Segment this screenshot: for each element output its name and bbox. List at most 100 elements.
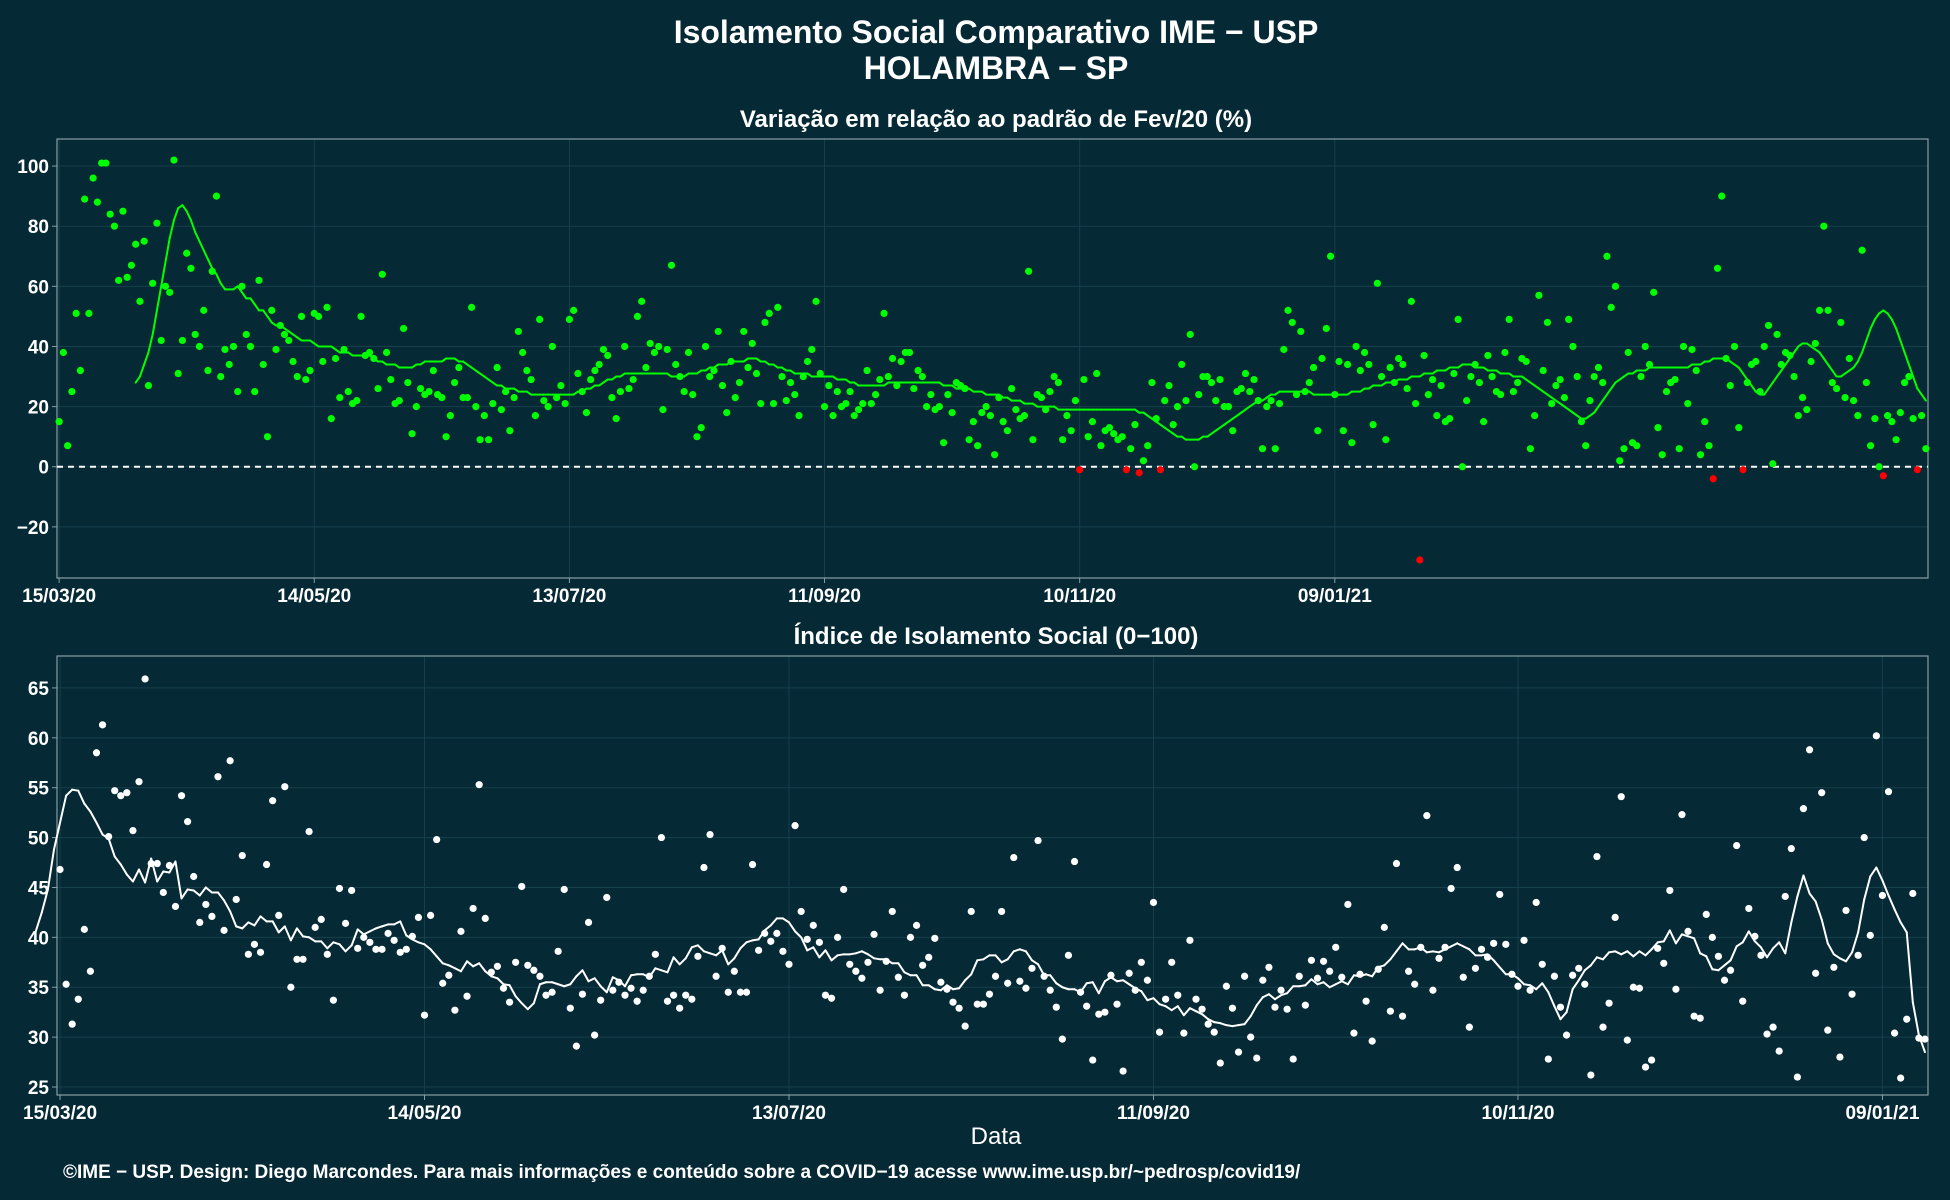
data-point xyxy=(667,261,676,269)
data-point xyxy=(166,288,174,296)
moving-average-segment xyxy=(1861,339,1868,354)
moving-average-segment xyxy=(1334,980,1343,986)
data-point xyxy=(639,986,647,994)
moving-average-segment xyxy=(1638,950,1647,957)
data-point xyxy=(378,945,386,953)
data-point xyxy=(255,276,263,284)
moving-average-segment xyxy=(295,927,305,938)
data-point xyxy=(765,309,773,317)
moving-average-segment xyxy=(660,969,669,974)
moving-average-segment xyxy=(1213,1021,1222,1025)
data-point xyxy=(178,336,187,345)
moving-average-segment xyxy=(763,924,772,932)
panel-border xyxy=(56,655,1929,1096)
moving-average-segment xyxy=(1831,369,1838,378)
moving-average-segment xyxy=(1085,981,1094,985)
data-point xyxy=(1386,1007,1394,1015)
data-point xyxy=(629,375,637,384)
data-point xyxy=(1046,986,1054,994)
data-point xyxy=(493,363,501,372)
data-point xyxy=(514,327,522,336)
data-point xyxy=(463,393,471,402)
moving-average-segment xyxy=(202,249,209,261)
moving-average-segment xyxy=(1237,1023,1246,1027)
x-tick-label: 13/07/20 xyxy=(752,1103,826,1124)
data-point xyxy=(1550,972,1559,980)
data-point xyxy=(655,342,663,351)
data-point xyxy=(1139,457,1148,465)
data-point xyxy=(871,390,880,399)
moving-average-segment xyxy=(502,983,511,987)
moving-average-segment xyxy=(812,946,821,959)
data-point xyxy=(202,900,210,909)
data-point xyxy=(190,872,198,881)
data-point xyxy=(1071,396,1080,405)
moving-average-segment xyxy=(1176,1005,1185,1017)
data-point xyxy=(553,393,561,402)
data-point xyxy=(1216,1059,1224,1067)
data-point xyxy=(1247,1033,1255,1041)
moving-average-segment xyxy=(1431,950,1440,954)
data-point xyxy=(1070,857,1079,866)
moving-average-segment xyxy=(1838,957,1847,963)
data-point xyxy=(416,384,425,393)
moving-average-segment xyxy=(1055,982,1064,989)
data-point xyxy=(791,390,799,399)
moving-average-segment xyxy=(800,936,809,952)
data-point xyxy=(1837,318,1845,327)
data-point xyxy=(159,888,167,897)
data-point xyxy=(1135,469,1143,477)
data-point xyxy=(1343,360,1352,369)
moving-average-segment xyxy=(160,261,167,288)
moving-average-segment xyxy=(40,888,49,914)
data-point xyxy=(1605,999,1613,1007)
data-point xyxy=(1314,427,1322,435)
data-point xyxy=(123,273,131,281)
data-point xyxy=(1569,342,1577,351)
data-point xyxy=(536,972,544,980)
data-point xyxy=(481,914,489,923)
moving-average-segment xyxy=(1626,950,1635,958)
moving-average-segment xyxy=(1852,360,1859,369)
moving-average-segment xyxy=(151,309,158,336)
data-point xyxy=(238,282,246,290)
data-point xyxy=(242,330,250,339)
moving-average-segment xyxy=(241,921,250,930)
data-point xyxy=(1216,375,1224,384)
moving-average-segment xyxy=(551,981,560,986)
data-point xyxy=(115,276,123,284)
data-point xyxy=(366,938,374,946)
data-point xyxy=(387,375,395,384)
data-point xyxy=(812,297,820,305)
data-point xyxy=(269,797,277,805)
data-point xyxy=(621,342,629,351)
data-point xyxy=(657,833,666,842)
data-point xyxy=(372,945,380,953)
data-point xyxy=(1812,969,1820,977)
data-point xyxy=(1437,381,1445,390)
data-point xyxy=(1412,400,1420,408)
data-point xyxy=(475,781,483,789)
data-point xyxy=(884,372,892,381)
data-point xyxy=(1475,378,1483,387)
data-point xyxy=(1113,1000,1121,1008)
data-point xyxy=(1301,387,1309,396)
moving-average-segment xyxy=(143,351,150,366)
data-point xyxy=(1733,841,1741,850)
data-point xyxy=(1560,393,1569,402)
data-point xyxy=(523,366,531,375)
moving-average-segment xyxy=(690,944,699,949)
data-point xyxy=(480,412,488,420)
moving-average-segment xyxy=(113,855,122,866)
data-point xyxy=(149,279,157,287)
data-point xyxy=(1860,833,1868,842)
data-point xyxy=(597,996,605,1004)
moving-average-segment xyxy=(186,888,195,892)
data-point xyxy=(991,451,999,459)
data-point xyxy=(1144,442,1152,450)
data-point xyxy=(782,396,790,405)
y-tick-label: 30 xyxy=(28,1028,49,1049)
moving-average-segment xyxy=(181,204,188,213)
data-point xyxy=(1671,375,1679,384)
data-point xyxy=(1067,427,1075,435)
